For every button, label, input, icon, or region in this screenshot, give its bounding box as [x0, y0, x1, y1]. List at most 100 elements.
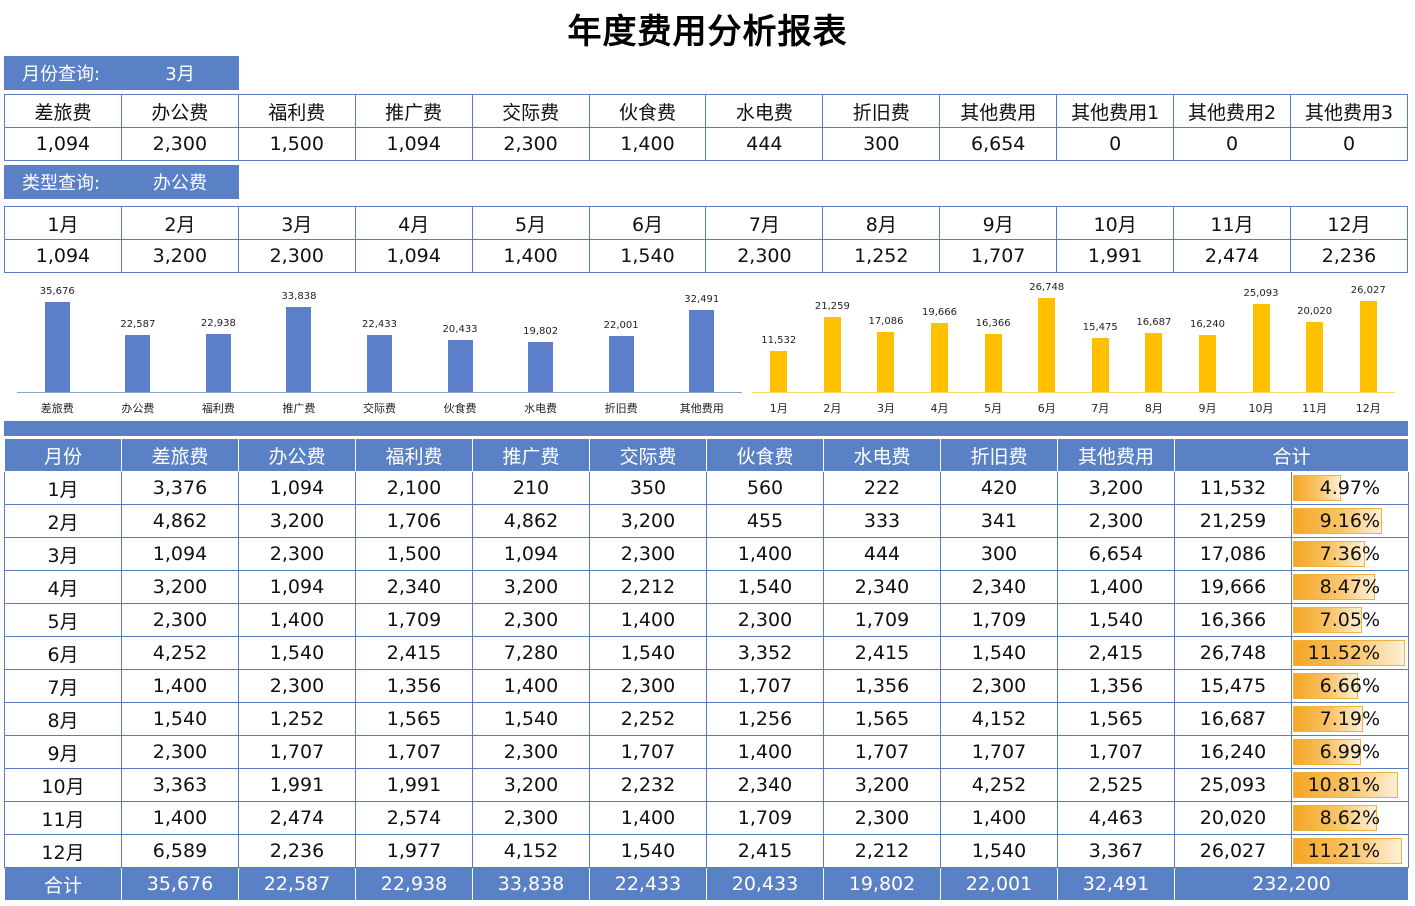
chart-bar[interactable] [608, 336, 634, 392]
amount-cell[interactable]: 1,500 [355, 537, 473, 571]
amount-cell[interactable]: 7,280 [472, 636, 590, 670]
amount-cell[interactable]: 3,376 [121, 471, 239, 505]
chart-bar[interactable] [44, 302, 70, 392]
chart-bar[interactable] [205, 334, 231, 392]
amount-cell[interactable]: 2,415 [706, 834, 824, 868]
amount-cell[interactable]: 2,300 [121, 735, 239, 769]
amount-cell[interactable]: 1,540 [940, 636, 1058, 670]
value-cell[interactable]: 0 [1056, 127, 1175, 161]
chart-bar[interactable] [877, 332, 895, 392]
amount-cell[interactable]: 1,709 [823, 603, 941, 637]
amount-cell[interactable]: 1,991 [355, 768, 473, 802]
amount-cell[interactable]: 1,709 [706, 801, 824, 835]
amount-cell[interactable]: 1,094 [238, 570, 356, 604]
value-cell[interactable]: 444 [705, 127, 824, 161]
month-cell[interactable]: 7月 [4, 669, 122, 703]
amount-cell[interactable]: 2,340 [355, 570, 473, 604]
chart-bar[interactable] [984, 334, 1002, 392]
amount-cell[interactable]: 2,415 [1057, 636, 1175, 670]
amount-cell[interactable]: 1,707 [589, 735, 707, 769]
row-total-cell[interactable]: 25,093 [1174, 768, 1292, 802]
value-cell[interactable]: 1,991 [1056, 239, 1175, 273]
amount-cell[interactable]: 2,212 [589, 570, 707, 604]
amount-cell[interactable]: 2,300 [589, 669, 707, 703]
value-cell[interactable]: 1,094 [4, 239, 122, 273]
amount-cell[interactable]: 3,200 [238, 504, 356, 538]
amount-cell[interactable]: 2,212 [823, 834, 941, 868]
amount-cell[interactable]: 2,300 [472, 735, 590, 769]
amount-cell[interactable]: 1,540 [940, 834, 1058, 868]
column-total-cell[interactable]: 22,938 [355, 867, 473, 901]
amount-cell[interactable]: 1,400 [238, 603, 356, 637]
row-total-cell[interactable]: 19,666 [1174, 570, 1292, 604]
month-cell[interactable]: 2月 [4, 504, 122, 538]
month-cell[interactable]: 1月 [4, 471, 122, 505]
month-cell[interactable]: 9月 [4, 735, 122, 769]
amount-cell[interactable]: 1,540 [238, 636, 356, 670]
amount-cell[interactable]: 1,707 [823, 735, 941, 769]
amount-cell[interactable]: 420 [940, 471, 1058, 505]
amount-cell[interactable]: 1,707 [1057, 735, 1175, 769]
amount-cell[interactable]: 6,589 [121, 834, 239, 868]
value-cell[interactable]: 2,300 [705, 239, 824, 273]
amount-cell[interactable]: 2,300 [589, 537, 707, 571]
percent-cell[interactable]: 6.66% [1290, 669, 1410, 703]
column-total-cell[interactable]: 22,587 [238, 867, 356, 901]
value-cell[interactable]: 3,200 [120, 239, 239, 273]
amount-cell[interactable]: 2,300 [472, 801, 590, 835]
amount-cell[interactable]: 1,400 [121, 801, 239, 835]
value-cell[interactable]: 2,300 [237, 239, 356, 273]
chart-bar[interactable] [823, 317, 841, 392]
amount-cell[interactable]: 4,862 [472, 504, 590, 538]
amount-cell[interactable]: 1,565 [1057, 702, 1175, 736]
amount-cell[interactable]: 210 [472, 471, 590, 505]
amount-cell[interactable]: 2,340 [823, 570, 941, 604]
amount-cell[interactable]: 1,706 [355, 504, 473, 538]
amount-cell[interactable]: 2,300 [823, 801, 941, 835]
amount-cell[interactable]: 4,252 [940, 768, 1058, 802]
amount-cell[interactable]: 2,415 [823, 636, 941, 670]
value-cell[interactable]: 1,540 [588, 239, 707, 273]
chart-bar[interactable] [125, 335, 151, 392]
amount-cell[interactable]: 2,340 [706, 768, 824, 802]
column-total-cell[interactable]: 33,838 [472, 867, 590, 901]
month-cell[interactable]: 6月 [4, 636, 122, 670]
row-total-cell[interactable]: 21,259 [1174, 504, 1292, 538]
percent-cell[interactable]: 11.21% [1290, 834, 1410, 868]
percent-cell[interactable]: 10.81% [1290, 768, 1410, 802]
amount-cell[interactable]: 1,252 [238, 702, 356, 736]
column-header[interactable]: 交际费 [589, 438, 707, 472]
amount-cell[interactable]: 2,300 [472, 603, 590, 637]
value-cell[interactable]: 1,094 [354, 239, 473, 273]
chart-bar[interactable] [367, 335, 392, 392]
amount-cell[interactable]: 1,540 [589, 636, 707, 670]
amount-cell[interactable]: 2,300 [238, 537, 356, 571]
amount-cell[interactable]: 2,525 [1057, 768, 1175, 802]
amount-cell[interactable]: 1,977 [355, 834, 473, 868]
row-total-cell[interactable]: 16,687 [1174, 702, 1292, 736]
amount-cell[interactable]: 6,654 [1057, 537, 1175, 571]
amount-cell[interactable]: 1,400 [706, 537, 824, 571]
percent-cell[interactable]: 7.19% [1290, 702, 1410, 736]
column-header[interactable]: 福利费 [355, 438, 473, 472]
column-total-cell[interactable]: 19,802 [823, 867, 941, 901]
amount-cell[interactable]: 341 [940, 504, 1058, 538]
value-cell[interactable]: 0 [1173, 127, 1291, 161]
row-total-cell[interactable]: 11,532 [1174, 471, 1292, 505]
amount-cell[interactable]: 1,565 [355, 702, 473, 736]
month-cell[interactable]: 11月 [4, 801, 122, 835]
percent-cell[interactable]: 6.99% [1290, 735, 1410, 769]
row-total-cell[interactable]: 20,020 [1174, 801, 1292, 835]
value-cell[interactable]: 1,094 [4, 127, 122, 161]
amount-cell[interactable]: 3,200 [472, 570, 590, 604]
percent-cell[interactable]: 8.62% [1290, 801, 1410, 835]
chart-bar[interactable] [1306, 322, 1324, 392]
percent-cell[interactable]: 9.16% [1290, 504, 1410, 538]
column-header[interactable]: 差旅费 [121, 438, 239, 472]
amount-cell[interactable]: 1,094 [472, 537, 590, 571]
amount-cell[interactable]: 2,415 [355, 636, 473, 670]
column-total-cell[interactable]: 22,001 [940, 867, 1058, 901]
chart-bar[interactable] [689, 310, 715, 392]
value-cell[interactable]: 1,500 [237, 127, 356, 161]
percent-cell[interactable]: 11.52% [1290, 636, 1410, 670]
